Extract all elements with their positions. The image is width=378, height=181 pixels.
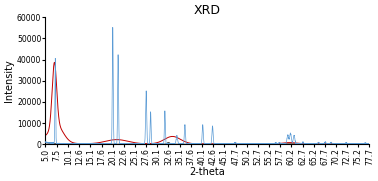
Y-axis label: Intensity: Intensity bbox=[4, 59, 14, 102]
X-axis label: 2-theta: 2-theta bbox=[189, 167, 225, 177]
Title: XRD: XRD bbox=[194, 4, 221, 17]
